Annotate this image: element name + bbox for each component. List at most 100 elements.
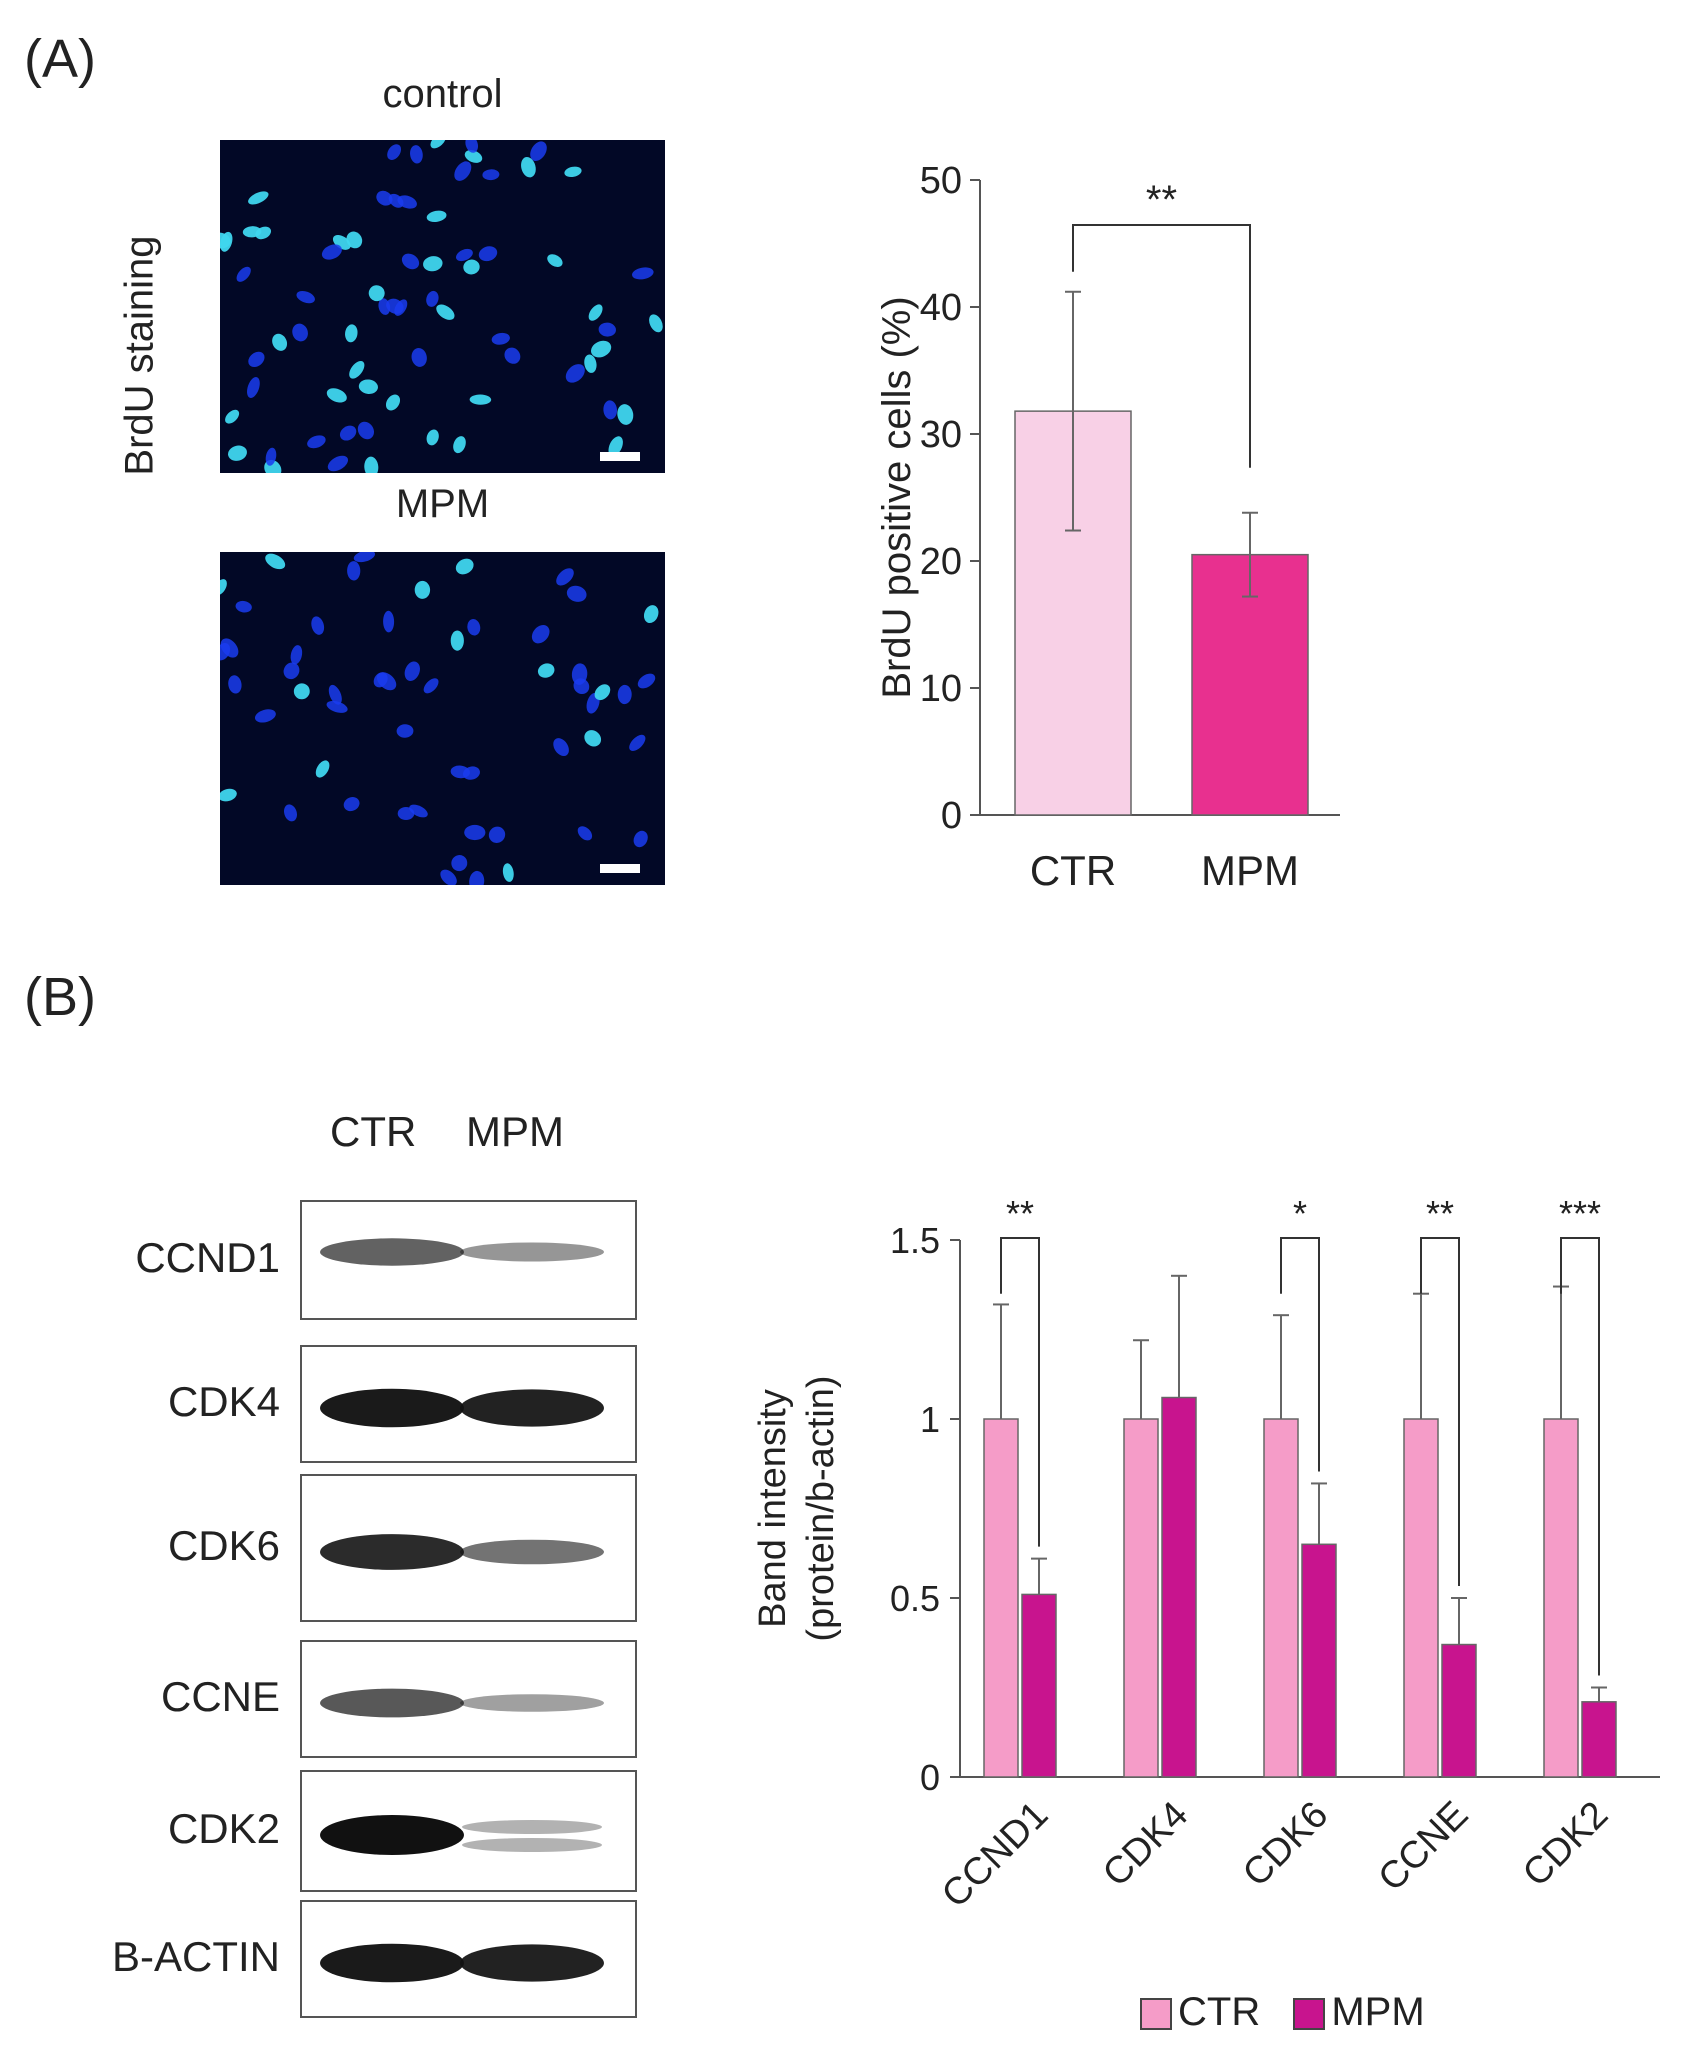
brdu-positive-nucleus (584, 730, 602, 747)
significance-label: ** (1146, 178, 1177, 222)
nucleus (637, 673, 656, 689)
nucleus (235, 600, 252, 613)
nucleus (633, 830, 648, 848)
blot-band (320, 1388, 464, 1428)
nucleus (598, 322, 616, 337)
x-tick-label-mpm: MPM (1201, 847, 1299, 894)
legend-swatch-mpm (1293, 1998, 1326, 2031)
bar-ccne-ctr (1403, 1418, 1439, 1778)
x-tick-label-cdk4: CDK4 (1095, 1794, 1196, 1895)
nucleus (491, 332, 510, 345)
nucleus (464, 824, 486, 841)
y-axis-label: (protein/b-actin) (800, 1375, 842, 1641)
bar-cdk4-mpm (1161, 1396, 1197, 1778)
nucleus (326, 700, 348, 713)
nucleus (397, 195, 417, 209)
brdu-positive-nucleus (502, 863, 514, 882)
nucleus (467, 619, 481, 636)
brdu-positive-nucleus (584, 354, 597, 373)
blot-band (320, 1815, 464, 1855)
nucleus (248, 351, 265, 368)
brdu-positive-nucleus (220, 232, 231, 249)
brdu-positive-nucleus (293, 683, 310, 700)
brdu-positive-nucleus (345, 324, 358, 343)
blot-label-cdk6: CDK6 (167, 1522, 280, 1569)
blot-band (462, 1820, 602, 1834)
nucleus (373, 672, 388, 688)
nucleus (556, 568, 574, 586)
bar-cdk2-mpm (1581, 1701, 1617, 1778)
brdu-positive-nucleus (453, 436, 466, 454)
scale-bar (600, 452, 640, 461)
nucleus (469, 870, 485, 885)
brdu-positive-nucleus (349, 360, 365, 379)
micrograph-background (220, 552, 665, 885)
bar-ccnd1-ctr (983, 1418, 1019, 1778)
y-tick-label: 0 (920, 1757, 940, 1798)
bar-ccne-mpm (1441, 1643, 1477, 1778)
nucleus (387, 144, 402, 160)
bar-cdk2-ctr (1543, 1418, 1579, 1778)
bar-mpm (1191, 553, 1309, 816)
brdu-positive-nucleus (588, 304, 603, 321)
blot-band (460, 1539, 604, 1565)
nucleus (454, 161, 472, 181)
legend-item-mpm: MPM (1293, 1990, 1425, 2034)
blot-band (460, 1242, 604, 1262)
x-tick-label-cdk2: CDK2 (1515, 1794, 1616, 1895)
brdu-positive-nucleus (326, 388, 347, 403)
brdu-positive-nucleus (426, 210, 447, 222)
nucleus (482, 169, 500, 181)
x-tick-label-ccnd1: CCND1 (934, 1794, 1056, 1916)
brdu-positive-nucleus (649, 314, 663, 333)
nucleus (254, 709, 276, 723)
blot-image-ccne (300, 1640, 637, 1758)
nucleus (307, 435, 326, 449)
nucleus (423, 678, 439, 694)
blot-image-cdk6 (300, 1474, 637, 1622)
brdu-positive-nucleus (225, 409, 240, 424)
nucleus (440, 869, 457, 885)
bar-ccnd1-mpm (1021, 1593, 1057, 1778)
brdu-positive-nucleus (455, 558, 474, 575)
brdu-positive-nucleus (564, 166, 582, 177)
legend: CTR MPM (1140, 1990, 1425, 2035)
y-tick-label: 50 (920, 160, 962, 202)
legend-label-mpm: MPM (1331, 1990, 1425, 2034)
x-tick-label-ctr: CTR (1030, 847, 1116, 894)
bar-cdk4-ctr (1123, 1418, 1159, 1778)
nucleus (603, 400, 618, 420)
y-tick-label: 1 (920, 1399, 940, 1440)
blot-image-b-actin (300, 1900, 637, 2018)
blot-label-cdk2: CDK2 (167, 1805, 280, 1852)
nucleus (451, 855, 468, 872)
nucleus (347, 561, 361, 581)
nucleus (343, 797, 360, 812)
blot-label-b-actin: B-ACTIN (112, 1933, 280, 1980)
brdu-positive-nucleus (364, 456, 379, 473)
significance-bracket (1072, 224, 1251, 468)
nucleus (565, 364, 585, 383)
nucleus (463, 766, 480, 780)
y-tick-label: 1.5 (890, 1220, 940, 1261)
nucleus (376, 190, 393, 206)
micrograph-control (220, 140, 665, 473)
brdu-staining-label: BrdU staining (117, 234, 162, 476)
legend-swatch-ctr (1140, 1998, 1172, 2031)
brdu-positive-nucleus (643, 605, 659, 624)
blot-band (460, 1944, 604, 1982)
chart-band-intensity: 0 0.5 1 1.5 Band intensity (protein/b-actin) C… (740, 1180, 1680, 1980)
nucleus (397, 807, 415, 820)
y-axis-label: BrdU positive cells (%) (880, 296, 919, 698)
brdu-positive-nucleus (464, 150, 483, 163)
blot-image-cdk4 (300, 1345, 637, 1463)
brdu-positive-nucleus (414, 580, 431, 599)
significance-label: ** (1426, 1193, 1454, 1234)
nucleus (220, 638, 239, 658)
blot-image-cdk2 (300, 1770, 637, 1892)
chart-brdu: 0 10 20 30 40 50 BrdU positive cells (%) CTR MPM… (875, 140, 1380, 930)
nucleus (410, 145, 423, 164)
blot-band (460, 1389, 604, 1427)
micrograph-mpm (220, 552, 665, 885)
significance-bracket (1560, 1237, 1600, 1676)
